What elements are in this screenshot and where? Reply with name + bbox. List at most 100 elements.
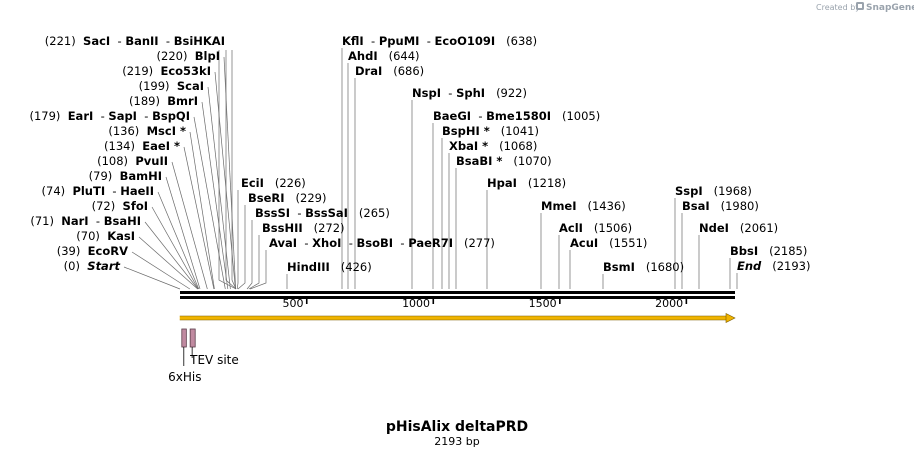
site-position: (2193) — [772, 259, 810, 273]
enzyme-name: BaeGI — [433, 109, 471, 123]
enzyme-name: MscI * — [147, 124, 186, 138]
site-position: (108) — [97, 154, 128, 168]
site-position: (1070) — [513, 154, 551, 168]
orf-arrow — [179, 313, 736, 323]
site-position: (72) — [92, 199, 116, 213]
site-label: EciI (226) — [241, 176, 306, 190]
ruler-tick — [432, 296, 435, 304]
backbone-strand-bottom — [180, 296, 735, 299]
site-position: (189) — [129, 94, 160, 108]
ruler-minor-tick — [509, 296, 510, 299]
site-label: NspI - SphI (922) — [412, 86, 527, 100]
site-label: HindIII (426) — [287, 260, 372, 274]
enzyme-name: EcoO109I — [435, 34, 496, 48]
enzyme-name: KasI — [107, 229, 135, 243]
site-label: (221) SacI - BanII - BsiHKAI — [45, 34, 225, 48]
enzyme-name: EciI — [241, 176, 264, 190]
terminus-label: End — [737, 259, 762, 273]
ruler-tick-label: 1000 — [402, 297, 430, 310]
enzyme-name: Eco53kI — [160, 64, 211, 78]
enzyme-name: BsaI — [682, 199, 710, 213]
enzyme-name: SapI — [108, 109, 137, 123]
ruler-minor-tick — [483, 296, 485, 299]
ruler-minor-tick — [281, 296, 283, 299]
site-position: (199) — [139, 79, 170, 93]
enzyme-name: BsmI — [603, 260, 635, 274]
site-position: (79) — [89, 169, 113, 183]
enzyme-name: HpaI — [487, 176, 517, 190]
site-label: (179) EarI - SapI - BspQI — [29, 109, 190, 123]
site-position: (1968) — [714, 184, 752, 198]
enzyme-name: SfoI — [123, 199, 148, 213]
ruler-minor-tick — [255, 296, 257, 299]
enzyme-name: BsoBI — [357, 236, 394, 250]
site-label: End (2193) — [737, 259, 811, 273]
features: 6xHis TEV site — [168, 328, 239, 384]
leader-line — [231, 50, 237, 290]
site-position: (39) — [57, 244, 81, 258]
leader-line — [144, 221, 199, 290]
site-label: KflI - PpuMI - EcoO109I (638) — [342, 34, 537, 48]
enzyme-name: BmrI — [167, 94, 198, 108]
snapgene-logo-icon — [856, 2, 864, 10]
site-position: (686) — [393, 64, 424, 78]
orf-outline — [179, 315, 727, 321]
backbone — [180, 291, 735, 299]
terminus-label: Start — [87, 259, 120, 273]
site-position: (426) — [341, 260, 372, 274]
site-position: (1436) — [587, 199, 625, 213]
enzyme-name: XhoI — [312, 236, 341, 250]
site-label: AhdI (644) — [348, 49, 420, 63]
site-position: (74) — [42, 184, 66, 198]
enzyme-name: NdeI — [699, 221, 729, 235]
enzyme-name: SacI — [83, 34, 110, 48]
ruler-tick — [559, 296, 561, 304]
site-label: BbsI (2185) — [730, 244, 807, 258]
site-label: DraI (686) — [355, 64, 424, 78]
enzyme-name: Bme1580I — [486, 109, 551, 123]
ruler-tick-label: 1500 — [529, 297, 557, 310]
site-position: (1068) — [499, 139, 537, 153]
leader-line — [138, 236, 198, 290]
site-label: (220) BlpI — [157, 49, 220, 63]
site-position: (219) — [122, 64, 153, 78]
site-label: (71) NarI - BsaHI — [30, 214, 141, 228]
site-position: (70) — [76, 229, 100, 243]
credit-text: Created by — [816, 3, 860, 12]
site-position: (265) — [359, 206, 390, 220]
leader-lines — [123, 48, 738, 290]
leader-line — [248, 235, 260, 290]
ruler-minor-tick — [331, 296, 333, 299]
ruler-minor-tick — [711, 296, 713, 299]
ruler-minor-tick — [660, 296, 662, 299]
site-label: BseRI (229) — [248, 191, 326, 205]
site-label: BsmI (1680) — [603, 260, 684, 274]
site-label: SspI (1968) — [675, 184, 752, 198]
site-label: (199) ScaI — [139, 79, 204, 93]
credit-brand: SnapGene — [866, 3, 914, 13]
leader-line — [193, 116, 226, 290]
feature-box — [189, 328, 196, 348]
site-position: (1041) — [501, 124, 539, 138]
enzyme-name: AvaI — [269, 236, 297, 250]
enzyme-name: PaeR7I — [408, 236, 453, 250]
site-position: (1680) — [646, 260, 684, 274]
enzyme-name: BlpI — [195, 49, 220, 63]
enzyme-name: BssHII — [262, 221, 303, 235]
site-label: BssSI - BssSaI (265) — [255, 206, 390, 220]
enzyme-name: BssSaI — [305, 206, 348, 220]
site-position: (1218) — [528, 176, 566, 190]
leader-line — [131, 251, 191, 290]
enzyme-name: BsiHKAI — [174, 34, 225, 48]
site-position: (179) — [29, 109, 60, 123]
enzyme-name: KflI — [342, 34, 364, 48]
site-label: AvaI - XhoI - BsoBI - PaeR7I (277) — [269, 236, 495, 250]
map-length: 2193 bp — [434, 435, 479, 448]
ruler-tick-label: 500 — [283, 297, 304, 310]
enzyme-name: BsaBI * — [456, 154, 502, 168]
site-label: (70) KasI — [76, 229, 135, 243]
site-label: BsaBI * (1070) — [456, 154, 552, 168]
enzyme-name: BamHI — [120, 169, 162, 183]
leader-line — [246, 220, 253, 290]
site-position: (2185) — [769, 244, 807, 258]
